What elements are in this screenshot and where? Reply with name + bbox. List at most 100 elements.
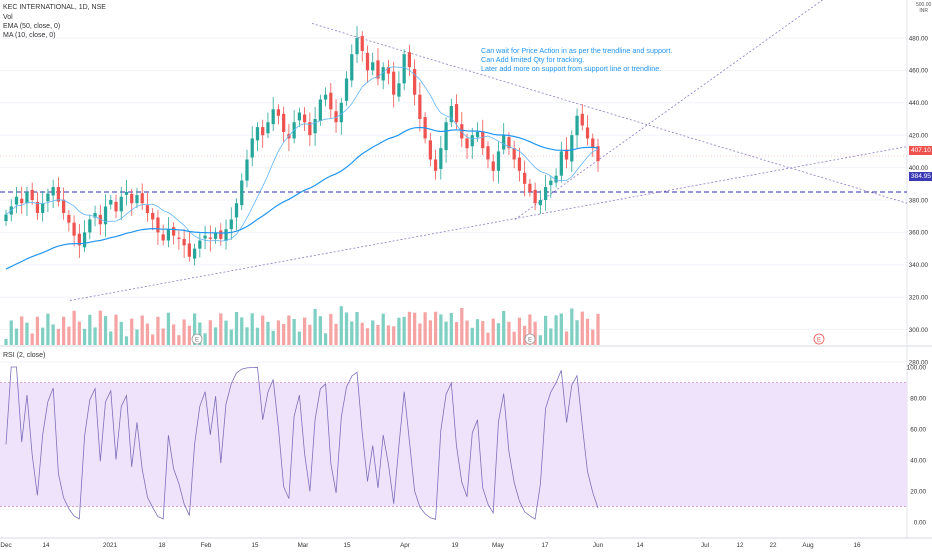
volume-bar xyxy=(308,324,312,345)
volume-bar xyxy=(444,321,448,345)
time-tick-label: 2021 xyxy=(103,542,118,549)
volume-bar xyxy=(46,313,50,345)
volume-bar xyxy=(543,315,548,345)
price-tick-label: 300.00 xyxy=(909,327,929,334)
candle-body xyxy=(161,234,165,241)
volume-bar xyxy=(454,322,459,345)
candle-body xyxy=(135,195,139,204)
ema-legend[interactable]: EMA (50, close, 0) xyxy=(3,23,61,30)
candle-body xyxy=(41,203,45,213)
candle-body xyxy=(523,172,527,184)
volume-bar xyxy=(151,334,155,345)
time-tick-label: 14 xyxy=(42,542,50,549)
candle-body xyxy=(591,138,595,149)
volume-bar xyxy=(30,333,34,345)
candle-body xyxy=(334,111,338,123)
volume-bar xyxy=(570,308,574,345)
candle-body xyxy=(313,119,317,134)
rsi-line xyxy=(5,366,599,520)
candle-body xyxy=(182,238,186,246)
candle-body xyxy=(114,201,118,212)
volume-bar xyxy=(109,331,113,345)
time-tick-label: May xyxy=(492,542,505,549)
volume-bar xyxy=(213,327,218,345)
candle-body xyxy=(318,99,322,121)
volume-bar xyxy=(339,306,343,345)
candle-body xyxy=(261,127,265,136)
candle-body xyxy=(25,191,29,204)
candle-body xyxy=(203,235,207,239)
candle-body xyxy=(62,199,66,213)
volume-bar xyxy=(423,312,427,345)
volume-bar xyxy=(491,318,495,345)
candle-body xyxy=(187,243,191,257)
volume-bar xyxy=(229,329,233,345)
price-tick-label: 460.00 xyxy=(909,68,929,75)
volume-bar xyxy=(114,314,118,345)
vol-legend[interactable]: Vol xyxy=(3,14,13,21)
candle-body xyxy=(103,206,108,225)
candle-body xyxy=(302,114,307,123)
symbol-title[interactable]: KEC INTERNATIONAL, 1D, NSE xyxy=(3,4,106,11)
volume-bar xyxy=(166,312,171,345)
price-tick-label: 320.00 xyxy=(909,295,929,302)
volume-bar xyxy=(250,313,254,345)
candle-body xyxy=(570,135,574,162)
candle-body xyxy=(297,112,302,121)
candle-body xyxy=(224,229,228,241)
candle-body xyxy=(559,151,563,176)
volume-bar xyxy=(20,316,24,345)
candle-body xyxy=(276,109,281,116)
candle-body xyxy=(392,71,396,95)
time-tick-label: Apr xyxy=(400,542,410,549)
volume-bar xyxy=(413,312,417,345)
candle-body xyxy=(543,187,548,200)
volume-bar xyxy=(502,311,506,345)
volume-bar xyxy=(460,308,464,345)
volume-bar xyxy=(234,312,239,345)
volume-bar xyxy=(302,317,307,345)
candle-body xyxy=(371,62,375,71)
candle-body xyxy=(124,191,129,195)
volume-bar xyxy=(355,312,359,345)
candle-body xyxy=(20,198,24,204)
rsi-band xyxy=(0,382,907,507)
volume-bar xyxy=(77,321,81,345)
rsi-tick-label: 100.00 xyxy=(907,364,927,371)
extended-trendline xyxy=(514,0,824,220)
volume-bar xyxy=(98,310,102,345)
price-tick-label: 400.00 xyxy=(909,165,929,172)
candle-body xyxy=(433,159,438,171)
volume-bar xyxy=(282,324,286,345)
currency-label: 500.00 INR xyxy=(916,2,931,14)
volume-bar xyxy=(381,313,385,345)
volume-bar xyxy=(528,314,532,345)
candle-body xyxy=(486,146,490,160)
candle-body xyxy=(386,67,391,74)
rsi-legend[interactable]: RSI (2, close) xyxy=(3,352,46,359)
candle-body xyxy=(240,180,244,206)
volume-bar xyxy=(475,319,480,345)
time-tick-label: Dec xyxy=(0,542,11,549)
volume-bar xyxy=(344,312,349,345)
volume-bar xyxy=(318,316,322,345)
rsi-tick-label: 40.00 xyxy=(910,457,926,464)
volume-bar xyxy=(329,313,333,345)
volume-bar xyxy=(172,324,176,345)
ema50-line xyxy=(5,126,599,270)
rsi-tick-label: 60.00 xyxy=(910,426,926,433)
volume-bar xyxy=(82,328,87,345)
volume-bar xyxy=(103,316,108,345)
volume-bar xyxy=(67,326,71,345)
price-tick-label: 360.00 xyxy=(909,230,929,237)
drawing-lines[interactable] xyxy=(0,0,908,301)
candle-body xyxy=(109,200,113,205)
ma-legend[interactable]: MA (10, close, 0) xyxy=(3,32,56,39)
volume-bar xyxy=(266,321,270,345)
volume-bar xyxy=(156,316,160,345)
volume-bar xyxy=(93,327,97,345)
volume-bar xyxy=(25,322,29,345)
